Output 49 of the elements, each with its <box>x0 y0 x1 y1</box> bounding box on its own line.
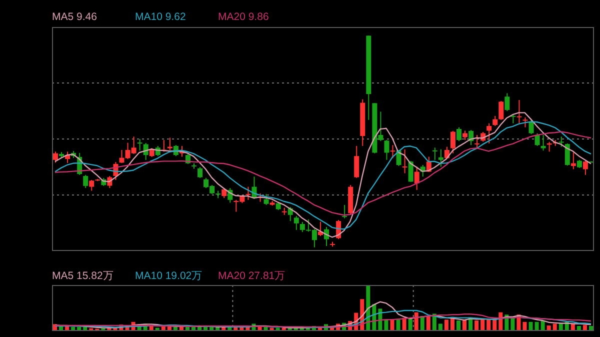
candlestick <box>474 134 480 149</box>
candlestick <box>516 100 522 124</box>
candlestick <box>510 113 516 124</box>
candlestick <box>119 149 124 164</box>
candlestick <box>534 132 540 146</box>
candlestick <box>294 215 299 230</box>
text: MA10 9.62 <box>135 11 187 23</box>
bar <box>426 316 430 331</box>
candlestick <box>492 115 498 127</box>
candlestick <box>167 137 172 150</box>
candlestick <box>246 186 251 200</box>
candlestick <box>89 180 94 192</box>
candlestick <box>408 160 414 182</box>
candlestick <box>390 144 396 159</box>
candlestick <box>53 151 58 164</box>
candlestick <box>137 138 142 152</box>
candlestick <box>564 142 570 166</box>
candlestick <box>432 147 438 160</box>
candlestick <box>582 160 588 176</box>
bar <box>474 320 479 331</box>
bar <box>456 320 460 331</box>
candlestick <box>264 193 269 206</box>
candlestick <box>462 130 468 141</box>
text: MA5 15.82万 <box>52 269 115 283</box>
candlestick <box>486 122 492 144</box>
candlestick <box>504 92 510 112</box>
candlestick <box>450 130 456 154</box>
candlestick <box>222 188 227 198</box>
candlestick <box>83 174 88 189</box>
candlestick <box>354 145 360 178</box>
text: MA20 9.86 <box>218 11 270 23</box>
candlestick <box>570 152 576 170</box>
text: MA20 27.81万 <box>218 269 287 283</box>
candlestick <box>198 166 203 178</box>
candlestick <box>402 148 408 174</box>
text: MA5 9.46 <box>52 11 98 23</box>
candlestick <box>498 100 504 120</box>
candlestick <box>282 207 287 216</box>
candlestick <box>414 166 420 190</box>
bar <box>396 320 400 331</box>
candlestick <box>540 134 546 152</box>
candlestick <box>456 126 462 142</box>
candlestick <box>438 148 444 168</box>
candlestick <box>342 204 348 219</box>
candlestick <box>558 136 564 148</box>
bar <box>444 320 448 331</box>
candlestick <box>384 140 390 160</box>
candlestick <box>522 116 528 128</box>
text: MA10 19.02万 <box>135 269 204 283</box>
